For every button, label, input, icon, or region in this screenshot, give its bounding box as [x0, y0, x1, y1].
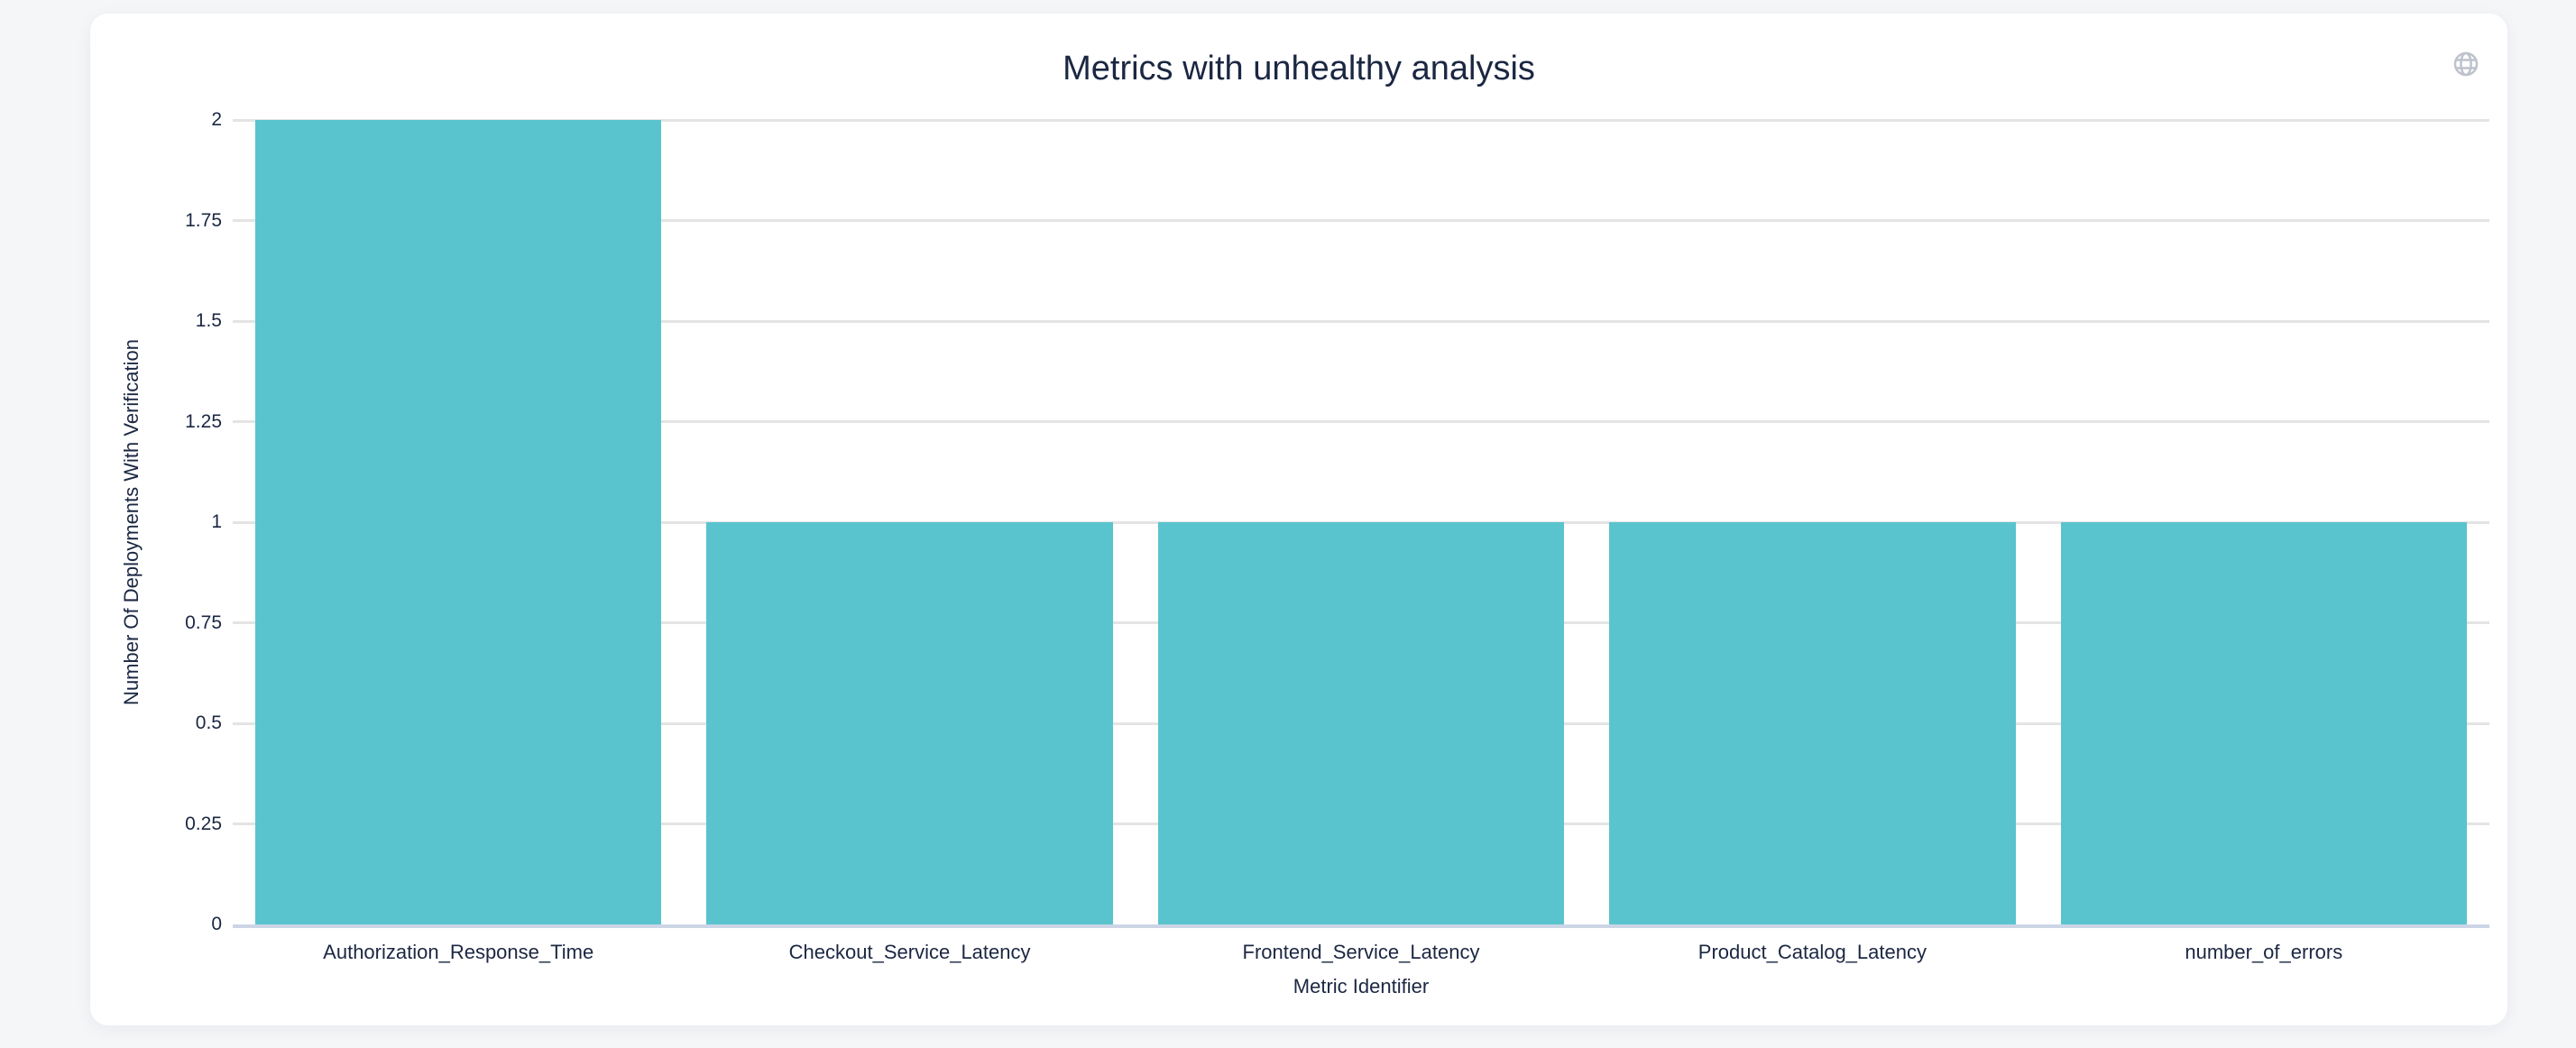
bar-Authorization_Response_Time[interactable] [255, 120, 662, 924]
bar-Frontend_Service_Latency[interactable] [1157, 522, 1565, 924]
gridline [233, 118, 2489, 122]
y-tick-label: 0.5 [195, 712, 222, 733]
x-category-label: Product_Catalog_Latency [1697, 941, 1927, 963]
x-category-label: Checkout_Service_Latency [788, 941, 1031, 963]
globe-icon[interactable] [2452, 50, 2480, 78]
bar-number_of_errors[interactable] [2060, 522, 2467, 924]
y-tick-label: 2 [211, 109, 222, 130]
x-axis-category-labels: Authorization_Response_Time Checkout_Serv… [233, 941, 2489, 966]
y-axis-tick-labels: 0 0.25 0.5 0.75 1 1.25 1.5 1.75 2 [90, 109, 222, 934]
plot-area [233, 118, 2489, 928]
y-tick-label: 0 [211, 914, 222, 934]
y-tick-label: 0.25 [185, 813, 222, 834]
x-category-label: Frontend_Service_Latency [1242, 941, 1480, 963]
chart-title: Metrics with unhealthy analysis [1063, 50, 1535, 87]
y-tick-label: 0.75 [185, 611, 222, 633]
y-tick-label: 1 [211, 511, 222, 532]
x-category-label: number_of_errors [2185, 941, 2343, 963]
gridline [233, 420, 2489, 423]
y-tick-label: 1.75 [185, 209, 222, 231]
x-category-label: Authorization_Response_Time [323, 941, 594, 963]
gridline [233, 219, 2489, 222]
bar-Checkout_Service_Latency[interactable] [706, 522, 1113, 924]
x-axis-title: Metric Identifier [1293, 975, 1430, 997]
y-tick-label: 1.25 [185, 410, 222, 432]
bar-Product_Catalog_Latency[interactable] [1609, 522, 2016, 924]
y-tick-label: 1.5 [195, 310, 222, 331]
gridline [233, 319, 2489, 323]
x-axis-line [233, 924, 2489, 928]
chart-card: Metrics with unhealthy analysis Number O… [90, 14, 2507, 1025]
